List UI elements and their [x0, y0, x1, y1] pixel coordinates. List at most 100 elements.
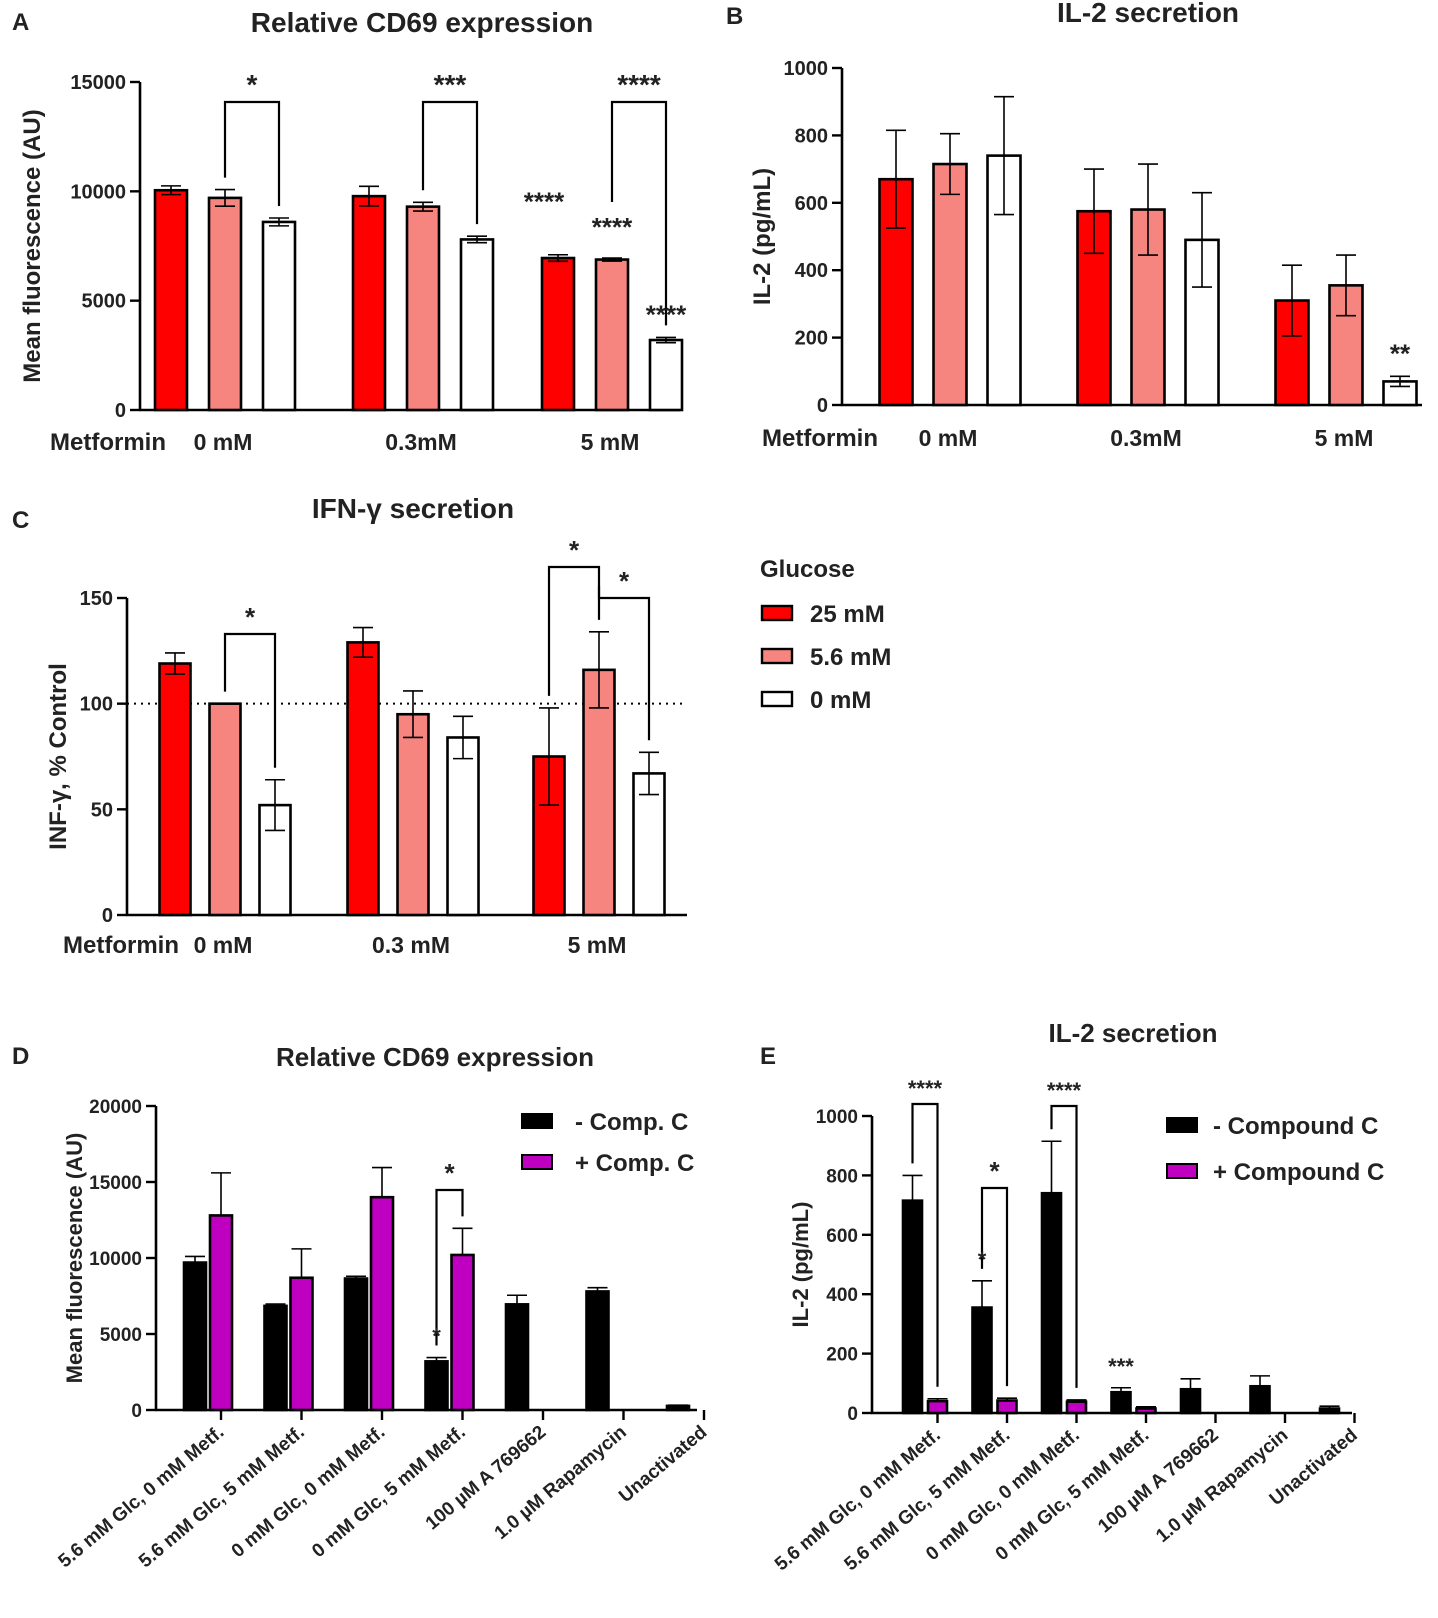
y-axis-label-c: INF-γ, % Control	[45, 663, 72, 850]
bar-d-0-1	[263, 1304, 288, 1412]
bar-d-0-4	[504, 1303, 530, 1412]
significance-stars: ****	[646, 299, 687, 329]
y-axis-label-b: IL-2 (pg/mL)	[749, 168, 776, 305]
bar-e-0-6	[1318, 1407, 1341, 1415]
bar-a-2-1	[459, 238, 495, 412]
y-tick-label: 10000	[70, 181, 126, 203]
y-tick-label: 1000	[816, 1107, 858, 1128]
significance-stars: ****	[1047, 1078, 1082, 1103]
legend-label-e: + Compound C	[1213, 1159, 1384, 1186]
panel-letter-c: C	[12, 507, 29, 534]
x-tick-label-a: 0.3mM	[385, 429, 457, 455]
significance-bracket	[421, 100, 479, 225]
y-tick-label: 600	[795, 193, 828, 215]
y-tick-label: 800	[795, 125, 828, 147]
x-tick-label-e: 1.0 µM Rapamycin	[1152, 1425, 1292, 1547]
x-tick-label-b: 0.3mM	[1110, 425, 1182, 451]
bar-a-1-1	[405, 205, 441, 412]
bar-a-0-1	[351, 194, 387, 412]
chart-title-b: IL-2 secretion	[1057, 0, 1239, 28]
significance-stars: *	[978, 1247, 987, 1272]
legend-label-d: - Comp. C	[575, 1109, 688, 1136]
bar-e-1-3	[1135, 1407, 1157, 1415]
x-axis-label-b: Metformin	[762, 425, 878, 452]
x-tick-label-d: 0 mM Glc, 5 mM Metf.	[308, 1422, 470, 1562]
legend-label-e: - Compound C	[1213, 1113, 1378, 1140]
significance-bracket	[610, 100, 668, 326]
bar-d-0-2	[343, 1277, 369, 1412]
x-tick-label-c: 0 mM	[194, 932, 253, 958]
x-axis-label-c: Metformin	[63, 932, 179, 959]
legend-label-d: + Comp. C	[575, 1150, 694, 1177]
chart-title-c: IFN-γ secretion	[312, 493, 514, 524]
legend-swatch-glucose	[760, 647, 794, 665]
bar-c-0-0	[158, 662, 192, 917]
bar-a-0-2	[540, 256, 576, 412]
y-tick-label: 150	[80, 588, 113, 610]
legend-swatch-glucose	[760, 604, 794, 622]
x-tick-label-d: 5.6 mM Glc, 5 mM Metf.	[135, 1422, 309, 1572]
bar-c-2-2	[632, 772, 666, 917]
bar-c-1-2	[582, 668, 616, 917]
panel-letter-e: E	[760, 1043, 776, 1070]
bar-d-1-1	[289, 1276, 314, 1412]
bar-c-1-0	[208, 702, 242, 917]
significance-bracket	[597, 586, 651, 741]
bar-a-0-0	[153, 188, 189, 412]
y-tick-label: 800	[826, 1166, 858, 1187]
significance-stars: ****	[617, 69, 661, 100]
bar-e-0-2	[1040, 1191, 1063, 1415]
significance-bracket	[911, 1102, 939, 1387]
significance-stars: **	[1390, 338, 1411, 368]
x-tick-label-a: 0 mM	[194, 429, 253, 455]
x-tick-label-d: 0 mM Glc, 0 mM Metf.	[228, 1422, 390, 1562]
x-tick-label-c: 0.3 mM	[372, 932, 450, 958]
bar-e-1-2	[1065, 1400, 1088, 1415]
chart-title-a: Relative CD69 expression	[251, 7, 593, 38]
legend-swatch-e	[1166, 1117, 1198, 1133]
y-tick-label: 5000	[82, 291, 127, 313]
x-tick-label-e: 100 µM A 769662	[1094, 1425, 1222, 1538]
x-axis-label-a: Metformin	[50, 429, 166, 456]
legend-swatch-d	[521, 1154, 553, 1170]
legend-swatch-glucose	[760, 690, 794, 708]
y-tick-label: 5000	[100, 1325, 142, 1346]
legend-label-glucose: 25 mM	[810, 601, 885, 628]
panel-letter-a: A	[12, 9, 29, 36]
bar-c-2-1	[446, 736, 480, 917]
bar-e-0-0	[901, 1199, 924, 1415]
significance-bracket	[980, 1186, 1009, 1387]
y-tick-label: 0	[817, 395, 828, 417]
y-axis-label-d: Mean fluorescence (AU)	[62, 1133, 87, 1384]
x-tick-label-b: 5 mM	[1315, 425, 1374, 451]
y-tick-label: 0	[102, 905, 113, 927]
y-tick-label: 200	[795, 328, 828, 350]
y-axis-label-a: Mean fluorescence (AU)	[19, 109, 46, 382]
significance-stars: *	[247, 69, 258, 100]
bar-d-0-6	[665, 1404, 691, 1412]
x-tick-label-b: 0 mM	[919, 425, 978, 451]
y-tick-label: 15000	[89, 1173, 142, 1194]
bar-a-1-2	[594, 258, 630, 412]
significance-stars: ****	[908, 1076, 943, 1101]
y-tick-label: 10000	[89, 1249, 142, 1270]
y-axis-label-e: IL-2 (pg/mL)	[788, 1202, 813, 1328]
bar-d-0-0	[182, 1261, 208, 1412]
y-tick-label: 400	[795, 260, 828, 282]
significance-bracket	[223, 632, 277, 768]
y-tick-label: 400	[826, 1285, 858, 1306]
legend-swatch-d	[521, 1113, 553, 1129]
bar-d-1-2	[369, 1195, 395, 1412]
y-tick-label: 100	[80, 694, 113, 716]
significance-stars: *	[245, 602, 256, 632]
y-tick-label: 600	[826, 1226, 858, 1247]
bar-e-1-0	[926, 1399, 949, 1415]
significance-stars: ***	[1108, 1354, 1134, 1379]
y-tick-label: 0	[115, 400, 126, 422]
bar-c-0-1	[346, 641, 380, 917]
x-tick-label-d: 1.0 µM Rapamycin	[491, 1422, 631, 1544]
bar-b-1-0	[932, 162, 968, 407]
bar-e-0-1	[971, 1306, 993, 1415]
y-tick-label: 50	[91, 799, 113, 821]
